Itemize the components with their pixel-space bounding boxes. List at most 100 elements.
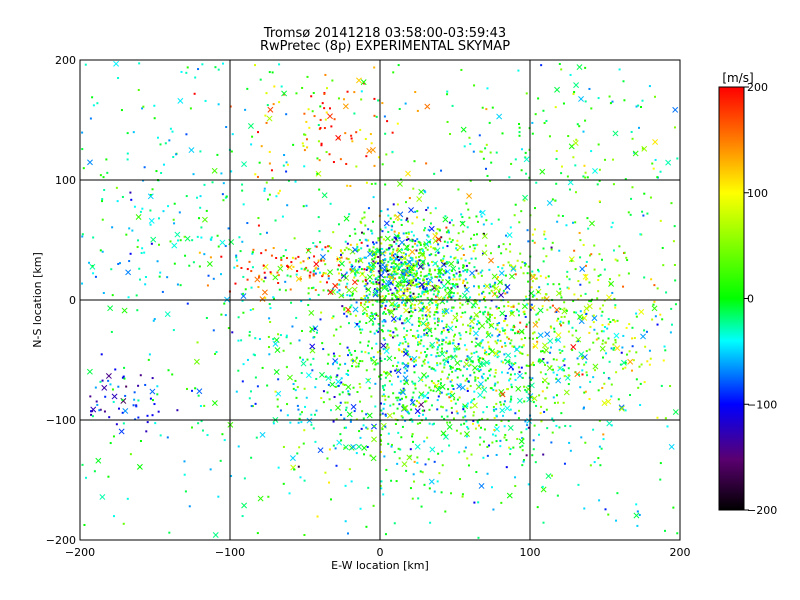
data-point: [396, 268, 399, 271]
data-point: [584, 119, 587, 122]
data-point: [486, 418, 489, 421]
data-point: [278, 63, 281, 66]
data-point: [383, 370, 386, 373]
data-point: [509, 453, 512, 456]
data-point: [355, 165, 358, 168]
data-point-cross: [605, 398, 612, 405]
data-point: [224, 245, 227, 248]
data-point: [221, 433, 224, 436]
data-point: [441, 320, 444, 323]
data-point: [610, 383, 613, 386]
data-point: [330, 498, 333, 501]
data-point: [473, 266, 476, 269]
data-point: [479, 310, 482, 313]
data-point: [478, 443, 481, 446]
data-point: [523, 262, 526, 265]
data-point: [403, 288, 406, 291]
data-point: [337, 264, 340, 267]
data-point-cross: [493, 285, 500, 292]
data-point: [248, 330, 251, 333]
data-point-cross: [504, 284, 511, 291]
data-point: [436, 338, 439, 341]
data-point: [244, 288, 247, 291]
data-point: [108, 416, 111, 419]
data-point: [137, 384, 140, 387]
data-point: [274, 219, 277, 222]
data-point: [426, 296, 429, 299]
data-point: [251, 266, 254, 269]
data-point-cross: [261, 289, 268, 296]
data-point: [413, 480, 416, 483]
data-point: [537, 360, 540, 363]
data-point: [351, 359, 354, 362]
data-point-cross: [370, 261, 377, 268]
data-point: [524, 420, 527, 423]
data-point: [624, 361, 627, 364]
data-point: [306, 257, 309, 260]
data-point: [525, 303, 528, 306]
data-point: [491, 441, 494, 444]
data-point: [357, 268, 360, 271]
data-point: [412, 440, 415, 443]
data-point: [399, 266, 402, 269]
data-point-cross: [366, 412, 373, 419]
data-point: [456, 367, 459, 370]
data-point: [427, 361, 430, 364]
data-point-cross: [281, 90, 288, 97]
data-point: [433, 490, 436, 493]
data-point: [551, 368, 554, 371]
data-point: [481, 417, 484, 420]
data-point: [407, 264, 410, 267]
data-point: [581, 369, 584, 372]
data-point: [641, 147, 644, 150]
data-point: [373, 257, 376, 260]
data-point: [425, 162, 428, 165]
data-point: [489, 374, 492, 377]
data-point: [387, 309, 390, 312]
data-point: [149, 397, 152, 400]
data-point: [423, 229, 426, 232]
data-point: [322, 271, 325, 274]
data-point-cross: [618, 405, 625, 412]
data-point: [332, 334, 335, 337]
data-point: [343, 307, 346, 310]
data-point: [622, 367, 625, 370]
data-point: [468, 245, 471, 248]
data-point: [585, 312, 588, 315]
data-point: [600, 330, 603, 333]
data-point: [524, 264, 527, 267]
data-point: [401, 297, 404, 300]
data-point: [399, 284, 402, 287]
data-point-cross: [466, 192, 473, 199]
data-point: [344, 409, 347, 412]
data-point: [388, 310, 391, 313]
data-point: [420, 378, 423, 381]
data-point: [545, 255, 548, 258]
data-point: [436, 364, 439, 367]
data-point-cross: [397, 180, 403, 187]
data-point: [430, 297, 433, 300]
data-point: [518, 221, 521, 224]
data-point-cross: [406, 259, 413, 266]
data-point: [527, 384, 530, 387]
data-point: [616, 492, 619, 495]
data-point: [404, 268, 407, 271]
data-point: [328, 398, 331, 401]
data-point: [592, 376, 595, 379]
data-point: [432, 389, 435, 392]
data-point: [437, 354, 440, 357]
data-point: [492, 508, 495, 511]
data-point: [570, 259, 573, 262]
data-point: [469, 406, 472, 409]
data-point: [126, 152, 129, 155]
data-point: [384, 295, 387, 298]
data-point: [454, 402, 457, 405]
data-point: [330, 125, 333, 128]
data-point: [631, 137, 634, 140]
data-point: [335, 283, 338, 286]
data-point-cross: [464, 431, 470, 437]
data-point-cross: [148, 217, 155, 224]
data-point: [90, 413, 93, 416]
data-point-cross: [401, 254, 408, 261]
data-point-cross: [403, 244, 410, 251]
